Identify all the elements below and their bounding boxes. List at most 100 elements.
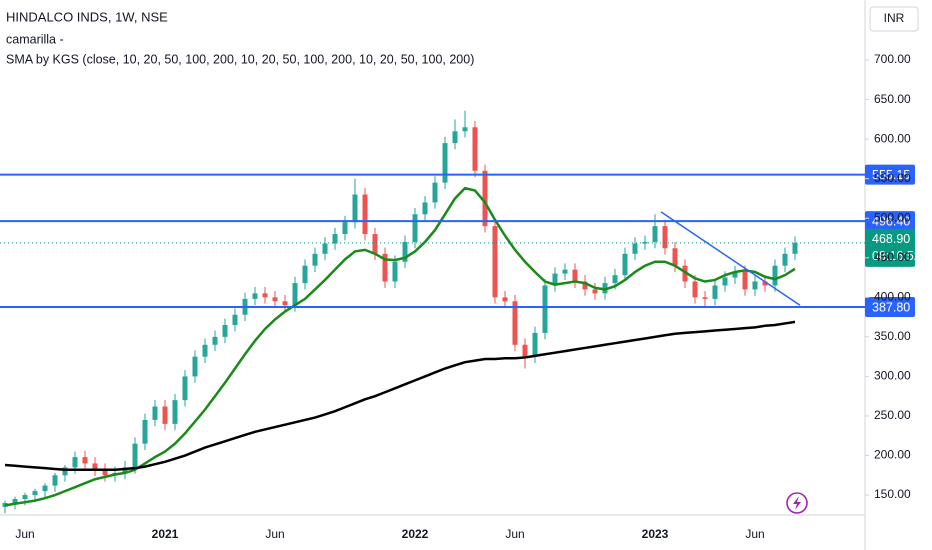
x-tick-label: 2022 <box>402 527 429 541</box>
y-tick-label: 150.00 <box>874 487 911 501</box>
candle-body <box>752 281 758 290</box>
candle-body <box>292 283 298 306</box>
candle-body <box>512 301 518 345</box>
candle-body <box>782 253 788 266</box>
candle-body <box>132 443 138 468</box>
candle-body <box>162 406 168 424</box>
candle-body <box>222 325 228 337</box>
candle-body <box>542 285 548 333</box>
candle-body <box>492 226 498 298</box>
candle-body <box>432 182 438 203</box>
candle-body <box>772 265 778 286</box>
candle-body <box>302 265 308 284</box>
x-tick-label: Jun <box>265 527 284 541</box>
candle-body <box>312 253 318 266</box>
candle-body <box>712 285 718 299</box>
candle-body <box>592 289 598 294</box>
x-tick-label: Jun <box>505 527 524 541</box>
x-tick-label: 2021 <box>152 527 179 541</box>
level-label: 496.40 <box>872 214 910 228</box>
currency-label[interactable]: INR <box>884 11 905 25</box>
indicator-label: camarilla - <box>6 32 64 46</box>
candle-body <box>382 253 388 282</box>
x-tick-label: Jun <box>745 527 764 541</box>
candle-body <box>82 457 88 464</box>
candle-body <box>412 214 418 242</box>
candle-body <box>472 127 478 171</box>
candle-body <box>172 400 178 424</box>
candle-body <box>272 297 278 302</box>
candle-body <box>202 344 208 357</box>
candle-body <box>552 273 558 286</box>
level-label-box <box>865 296 915 317</box>
y-tick-label: 300.00 <box>874 369 911 383</box>
candle-body <box>22 495 28 500</box>
y-tick-label: 550.00 <box>874 171 911 185</box>
candle-body <box>102 469 108 476</box>
candle-body <box>392 261 398 282</box>
candle-body <box>182 376 188 401</box>
candle-body <box>52 475 58 486</box>
candle-body <box>532 332 538 357</box>
candle-body <box>462 127 468 132</box>
candle-body <box>662 226 668 249</box>
candle-body <box>762 281 768 286</box>
currency-button[interactable] <box>869 6 919 32</box>
level-label-box <box>865 211 915 232</box>
candle-body <box>62 467 68 476</box>
candle-body <box>632 243 638 254</box>
candle-body <box>692 281 698 298</box>
plot-area <box>0 110 865 514</box>
y-tick-label: 700.00 <box>874 52 911 66</box>
candle-body <box>422 202 428 215</box>
y-tick-label: 600.00 <box>874 131 911 145</box>
candle-body <box>672 248 678 266</box>
candle-body <box>572 269 578 282</box>
lightning-icon[interactable] <box>786 492 808 514</box>
last-price-box <box>865 228 915 267</box>
indicator-label: SMA by KGS (close, 10, 20, 50, 100, 200,… <box>6 52 474 66</box>
candle-body <box>232 314 238 326</box>
level-label: 555.15 <box>872 168 910 182</box>
candle-body <box>582 281 588 290</box>
y-tick-label: 250.00 <box>874 408 911 422</box>
candle-body <box>522 344 528 357</box>
candle-body <box>792 242 798 254</box>
overlay: 555.15 496.40 387.80 468.90 08:16:52 <box>865 164 921 317</box>
x-tick-label: Jun <box>15 527 34 541</box>
level-label-box <box>865 164 915 185</box>
candle-body <box>42 485 48 492</box>
sma-line <box>4 320 796 472</box>
candle-body <box>702 297 708 299</box>
candle-body <box>332 234 338 244</box>
candle-body <box>342 222 348 235</box>
candle-body <box>622 253 628 276</box>
candle-body <box>452 131 458 144</box>
candle-body <box>732 272 738 278</box>
candle-body <box>282 301 288 306</box>
candle-body <box>562 269 568 274</box>
last-price-label: 468.90 <box>872 232 910 246</box>
y-tick-label: 350.00 <box>874 329 911 343</box>
candle-body <box>402 241 408 262</box>
chart-title: HINDALCO INDS, 1W, NSE <box>6 9 168 24</box>
level-label: 387.80 <box>872 300 910 314</box>
candle-body <box>262 293 268 298</box>
candle-body <box>742 272 748 290</box>
candle-body <box>192 356 198 377</box>
candle-body <box>152 406 158 420</box>
y-tick-label: 450.00 <box>874 250 911 264</box>
candle-body <box>482 170 488 227</box>
candle-body <box>322 243 328 254</box>
y-tick-label: 500.00 <box>874 210 911 224</box>
candle-body <box>612 275 618 284</box>
candle-body <box>72 457 78 468</box>
y-tick-label: 650.00 <box>874 92 911 106</box>
candle-body <box>92 463 98 470</box>
candle-body <box>12 499 18 503</box>
y-tick-label: 200.00 <box>874 448 911 462</box>
y-tick-label: 400.00 <box>874 289 911 303</box>
candle-body <box>682 265 688 282</box>
